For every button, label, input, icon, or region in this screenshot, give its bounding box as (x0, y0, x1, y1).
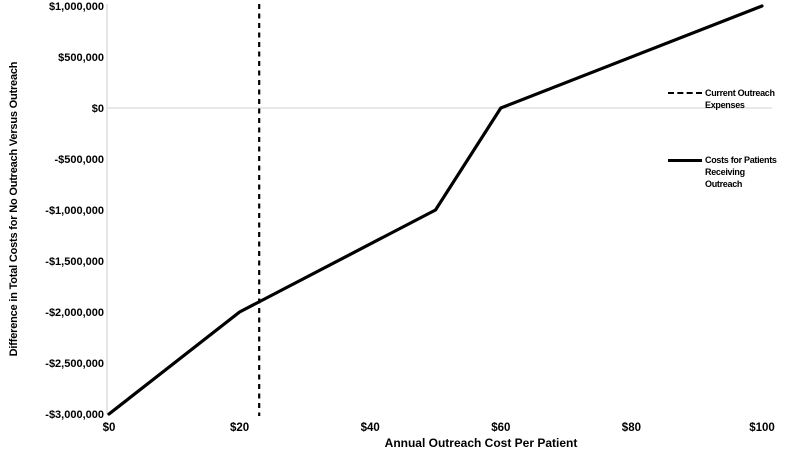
y-tick-label: -$2,000,000 (45, 307, 104, 319)
x-tick-label: $60 (491, 422, 510, 434)
legend-item-current-outreach-expenses: Current Outreach Expenses (668, 87, 775, 111)
x-tick-label: $100 (749, 422, 775, 434)
legend-item-costs-for-patients: Costs for Patients Receiving Outreach (668, 154, 777, 190)
outreach-costs-line (107, 4, 764, 416)
dashed-line-sample (668, 92, 702, 94)
legend-label-line: Expenses (705, 100, 745, 110)
x-tick-label: $80 (622, 422, 641, 434)
legend-label: Current Outreach Expenses (705, 87, 775, 111)
solid-line-sample (668, 159, 702, 162)
legend-label-line: Current Outreach (705, 88, 775, 98)
y-tick-label: $0 (92, 103, 104, 115)
legend-label: Costs for Patients Receiving Outreach (705, 154, 777, 190)
x-axis-title: Annual Outreach Cost Per Patient (384, 436, 578, 450)
y-tick-label: -$2,500,000 (45, 358, 104, 370)
y-tick-label: -$1,500,000 (45, 256, 104, 268)
y-axis-title: Difference in Total Costs for No Outreac… (8, 61, 20, 357)
legend-label-line: Outreach (705, 179, 743, 189)
x-tick-label: $20 (230, 422, 249, 434)
y-tick-label: $500,000 (58, 52, 104, 64)
x-tick-label: $0 (103, 422, 116, 434)
legend-label-line: Costs for Patients (705, 155, 777, 165)
x-tick-label: $40 (361, 422, 380, 434)
legend-label-line: Receiving (705, 167, 745, 177)
y-tick-label: -$500,000 (54, 154, 104, 166)
y-tick-label: $1,000,000 (49, 1, 104, 13)
y-tick-label: -$3,000,000 (45, 409, 104, 421)
y-tick-label: -$1,000,000 (45, 205, 104, 217)
